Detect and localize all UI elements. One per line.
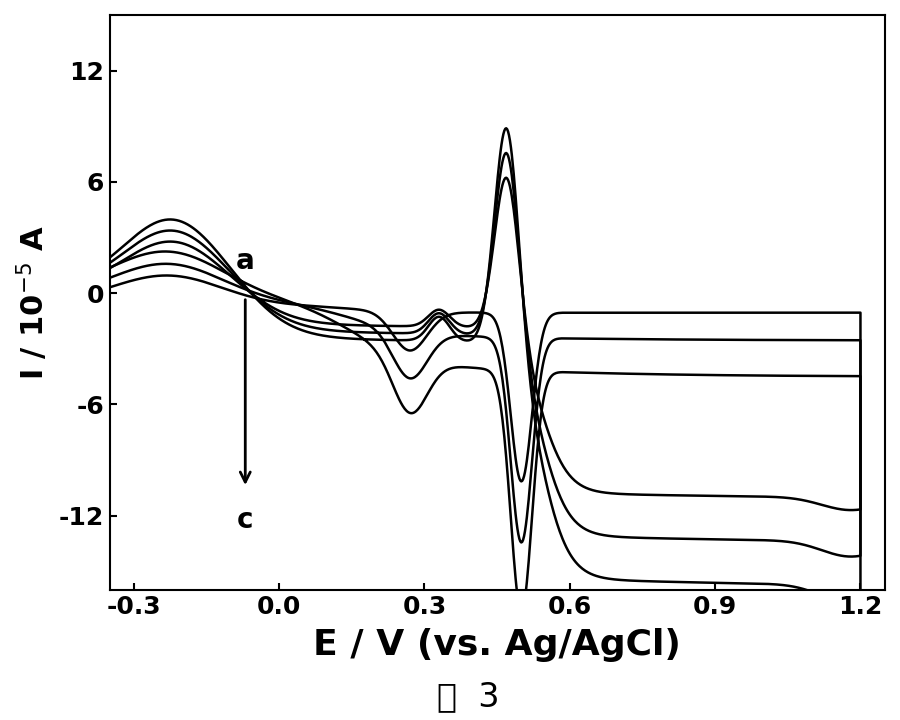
Y-axis label: I / 10$^{-5}$ A: I / 10$^{-5}$ A: [15, 225, 50, 380]
Text: a: a: [236, 247, 255, 274]
Text: 图  3: 图 3: [436, 680, 500, 713]
Text: c: c: [237, 506, 254, 534]
X-axis label: E / V (vs. Ag/AgCl): E / V (vs. Ag/AgCl): [313, 628, 681, 662]
